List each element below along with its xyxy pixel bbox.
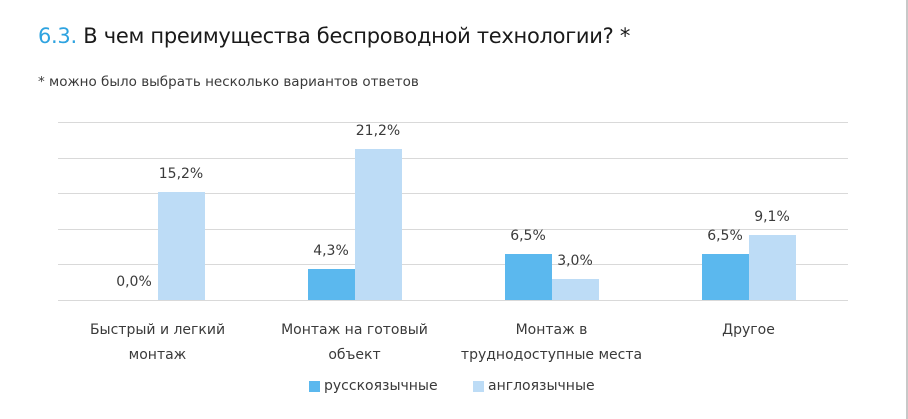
gridline <box>58 229 848 230</box>
category-label-line: Монтаж в <box>515 322 588 338</box>
data-label: 9,1% <box>754 209 790 225</box>
category-label-line: Монтаж на готовый <box>281 322 428 338</box>
bar-english-4 <box>748 235 796 300</box>
bar-russian-4 <box>701 254 749 300</box>
category-label: Быстрый и легкий монтаж <box>59 318 256 368</box>
gridline <box>58 158 848 159</box>
legend-item-russian: русскоязычные <box>309 378 438 394</box>
data-label: 21,2% <box>355 123 401 139</box>
legend-swatch-icon <box>473 380 484 392</box>
question-number: 6.3. <box>38 24 77 48</box>
legend-label: англоязычные <box>488 378 595 394</box>
bar-english-2 <box>354 149 402 300</box>
category-label-line: монтаж <box>128 347 187 363</box>
bar-english-3 <box>551 279 599 300</box>
window-right-border <box>906 0 908 419</box>
legend-label: русскоязычные <box>324 378 438 394</box>
category-label: Другое <box>650 318 847 343</box>
category-label-line: труднодоступные места <box>460 347 643 363</box>
chart-legend: русскоязычные англоязычные <box>0 378 908 398</box>
legend-item-english: англоязычные <box>473 378 595 394</box>
category-label: Монтаж в труднодоступные места <box>453 318 650 368</box>
data-label: 4,3% <box>313 243 349 259</box>
category-label-line: объект <box>328 347 381 363</box>
gridline <box>58 122 848 123</box>
legend-swatch-icon <box>309 380 320 392</box>
category-label-line: Другое <box>722 322 775 338</box>
bar-russian-3 <box>504 254 552 300</box>
chart-subtitle: * можно было выбрать несколько вариантов… <box>38 74 419 90</box>
data-label: 0,0% <box>116 274 152 290</box>
bar-russian-2 <box>307 269 355 300</box>
bar-english-1 <box>157 192 205 300</box>
data-label: 15,2% <box>158 166 204 182</box>
data-label: 6,5% <box>510 228 546 244</box>
gridline <box>58 264 848 265</box>
gridline <box>58 193 848 194</box>
data-label: 3,0% <box>557 253 593 269</box>
category-label-line: Быстрый и легкий <box>89 322 226 338</box>
category-label: Монтаж на готовый объект <box>256 318 453 368</box>
x-axis-baseline <box>58 300 848 301</box>
question-text: В чем преимущества беспроводной технолог… <box>83 24 631 48</box>
data-label: 6,5% <box>707 228 743 244</box>
chart-title: 6.3. В чем преимущества беспроводной тех… <box>38 24 630 48</box>
